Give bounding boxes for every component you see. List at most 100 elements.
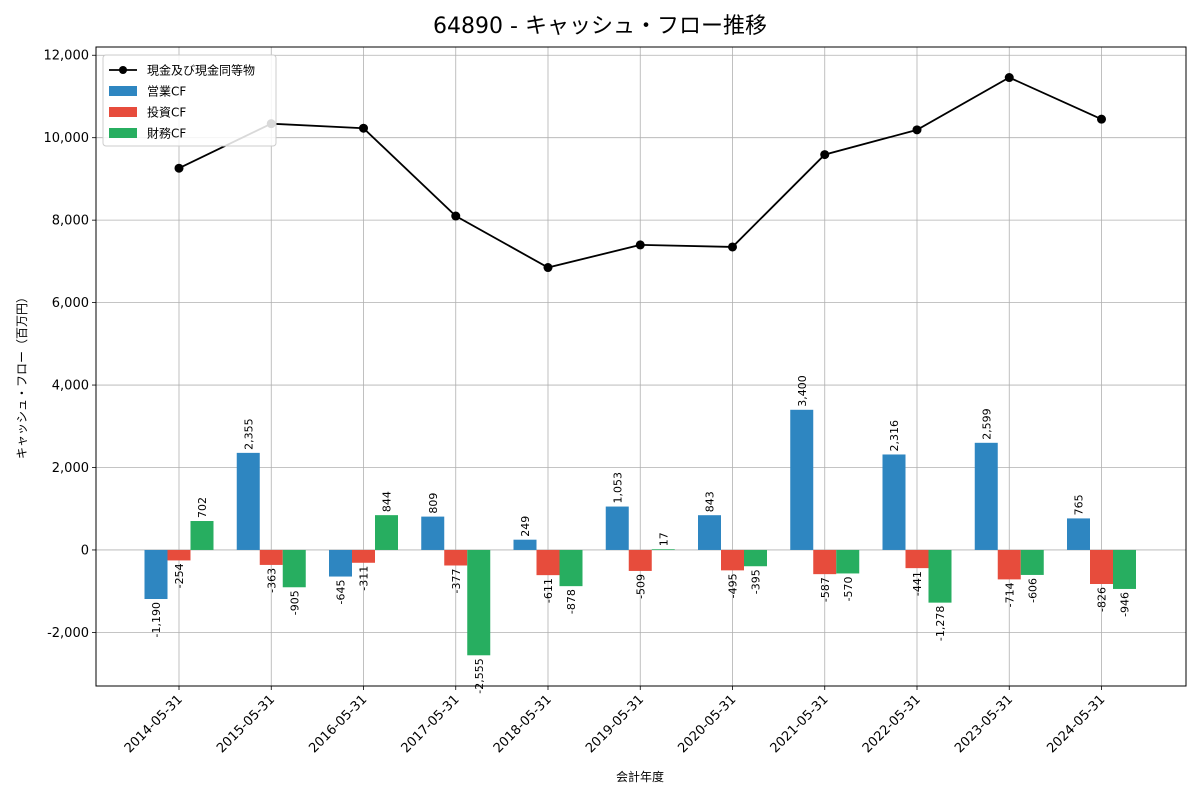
bar-1-2018-05-31: [513, 539, 537, 550]
bar-2-2019-05-31: [628, 549, 652, 571]
bar-1-2015-05-31: [236, 452, 260, 550]
bar-1-2024-05-31: [1067, 518, 1090, 550]
bar-3-2016-05-31: [375, 515, 398, 550]
bar-value-label: 843: [704, 491, 717, 512]
bar-3-2020-05-31: [744, 549, 767, 567]
bar-series: [144, 409, 1136, 656]
bar-value-label: -946: [1119, 592, 1132, 617]
bar-value-label: -311: [358, 566, 371, 591]
bar-value-label: -826: [1096, 587, 1109, 612]
cash-balance-point: [820, 150, 830, 160]
bar-value-label: -878: [565, 589, 578, 614]
y-tick-label: 2,000: [52, 461, 89, 476]
bar-value-label: 17: [657, 532, 670, 546]
bar-value-label: 765: [1073, 494, 1086, 515]
y-tick-label: 10,000: [44, 131, 90, 146]
bar-1-2014-05-31: [144, 549, 168, 600]
bar-value-label: 3,400: [796, 375, 809, 407]
y-axis-label: キャッシュ・フロー（百万円）: [15, 291, 29, 459]
bar-2-2018-05-31: [536, 549, 560, 576]
plot-frame: [95, 46, 1187, 687]
legend-entry-label: 投資CF: [147, 105, 186, 120]
bar-value-label: -587: [819, 577, 832, 602]
bar-3-2015-05-31: [282, 549, 306, 588]
y-tick-label: 12,000: [44, 49, 90, 64]
cash-balance-point: [359, 123, 368, 133]
bar-1-2022-05-31: [882, 454, 906, 550]
bar-1-2020-05-31: [698, 515, 721, 550]
bar-2-2015-05-31: [259, 549, 283, 565]
y-tick-label: -2,000: [47, 626, 89, 641]
cash-balance-point: [174, 163, 184, 173]
y-tick-label: 0: [81, 543, 89, 558]
bar-2-2014-05-31: [167, 549, 191, 561]
bar-3-2021-05-31: [836, 549, 860, 574]
bar-3-2019-05-31: [651, 549, 675, 550]
x-axis-label: 会計年度: [616, 769, 664, 784]
bar-value-label: -570: [842, 576, 855, 601]
y-tick-label: 6,000: [52, 296, 89, 311]
bar-value-label: 1,053: [611, 472, 624, 504]
bar-1-2019-05-31: [605, 506, 629, 550]
bar-3-2014-05-31: [190, 521, 214, 550]
bar-2-2024-05-31: [1090, 549, 1113, 585]
bar-value-label: -363: [265, 568, 278, 593]
bar-value-label: 2,599: [980, 408, 993, 440]
bar-3-2024-05-31: [1113, 549, 1136, 589]
bar-1-2016-05-31: [329, 549, 352, 577]
bar-value-label: 702: [196, 497, 209, 518]
bar-3-2018-05-31: [559, 549, 583, 587]
bar-value-label: -395: [750, 569, 763, 594]
legend-swatch-bar: [109, 86, 137, 96]
bar-2-2020-05-31: [721, 549, 744, 571]
bar-3-2017-05-31: [467, 549, 491, 656]
bar-value-label: -606: [1026, 578, 1039, 603]
cash-balance-point: [912, 125, 922, 135]
bar-value-label: 2,355: [242, 418, 255, 450]
bar-value-label: -441: [911, 571, 924, 596]
bar-1-2017-05-31: [421, 516, 445, 550]
bar-value-label: 809: [427, 493, 440, 514]
bar-2-2021-05-31: [813, 549, 837, 575]
cash-balance-point: [543, 263, 553, 273]
bar-2-2022-05-31: [905, 549, 929, 569]
bar-value-label: -611: [542, 578, 555, 603]
bar-value-label: -1,190: [150, 602, 163, 637]
bar-value-label: -905: [288, 590, 301, 615]
bar-value-label: 844: [381, 491, 394, 512]
legend-entry-label: 現金及び現金同等物: [147, 63, 255, 78]
cash-balance-point: [451, 211, 461, 221]
legend-box: [102, 54, 277, 147]
y-tick-label: 8,000: [52, 214, 89, 229]
bar-3-2023-05-31: [1020, 549, 1044, 575]
cash-balance-point: [635, 240, 645, 250]
bar-value-label: 2,316: [888, 420, 901, 452]
bar-value-label: -645: [335, 580, 348, 605]
bar-value-label: 249: [519, 516, 532, 537]
bar-value-label: -254: [173, 563, 186, 588]
legend-entry-label: 営業CF: [147, 85, 186, 99]
legend-swatch-marker: [119, 66, 127, 74]
legend-swatch-bar: [109, 107, 137, 117]
data-labels: -1,190 2,355 -645 809 249 1,053 843 3,400 2,316 2…: [150, 375, 1132, 693]
cash-balance-point: [1097, 114, 1106, 124]
legend-swatch-bar: [109, 128, 137, 138]
y-tick-label: 4,000: [52, 379, 89, 394]
bar-1-2021-05-31: [790, 409, 814, 550]
cash-balance-point: [728, 242, 737, 252]
bar-2-2016-05-31: [352, 549, 375, 563]
cash-balance-point: [1004, 73, 1014, 83]
bar-value-label: -495: [727, 573, 740, 598]
bar-3-2022-05-31: [928, 549, 952, 603]
legend-entry-label: 財務CF: [147, 126, 186, 141]
chart-title: 64890 - キャッシュ・フロー推移: [433, 14, 767, 39]
bar-2-2017-05-31: [444, 549, 468, 566]
bar-value-label: -1,278: [934, 606, 947, 641]
bar-value-label: -2,555: [473, 658, 486, 693]
bar-value-label: -377: [450, 568, 463, 593]
bar-value-label: -509: [634, 574, 647, 599]
bar-1-2023-05-31: [974, 442, 998, 550]
